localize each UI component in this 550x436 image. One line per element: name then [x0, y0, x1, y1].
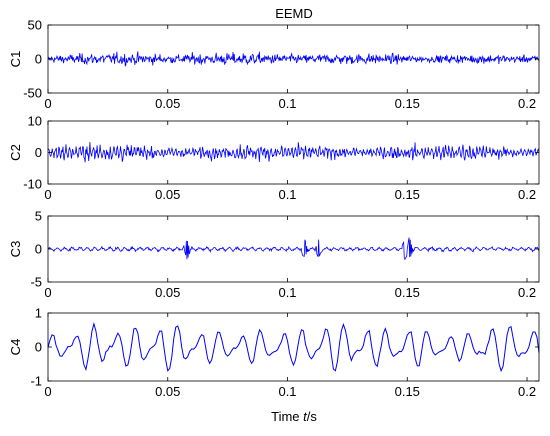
- series-line-c1: [47, 51, 540, 67]
- x-axis-label-variable: t: [303, 409, 308, 424]
- y-axis-label: C4: [8, 339, 23, 356]
- axes-box-c4: [47, 312, 540, 382]
- x-tick-label: 0.1: [278, 285, 296, 300]
- figure-title: EEMD: [275, 6, 313, 21]
- x-tick-label: 0.1: [278, 187, 296, 202]
- series-line-c2: [47, 142, 540, 163]
- x-tick-label: 0.15: [395, 384, 420, 399]
- x-tick-label: 0.2: [518, 384, 536, 399]
- x-tick-label: 0.1: [278, 384, 296, 399]
- y-axis-label: C1: [8, 51, 23, 68]
- x-tick-label: 0.05: [155, 96, 180, 111]
- y-tick-label: -5: [30, 275, 42, 290]
- x-tick-label: 0.2: [518, 96, 536, 111]
- series-line-c3: [47, 237, 540, 261]
- x-tick-label: 0.05: [155, 285, 180, 300]
- y-tick-label: 1: [35, 306, 42, 321]
- y-tick-label: -10: [23, 177, 42, 192]
- x-axis-label-suffix: /s: [307, 409, 318, 424]
- y-axis-label: C2: [8, 144, 23, 161]
- series-line-c4: [47, 321, 540, 373]
- x-tick-label: 0.15: [395, 96, 420, 111]
- x-axis-label: Time t/s: [271, 409, 317, 424]
- x-tick-label: 0.05: [155, 384, 180, 399]
- y-tick-label: 0: [35, 242, 42, 257]
- y-tick-label: 10: [28, 114, 42, 129]
- x-tick-label: 0: [44, 384, 51, 399]
- x-tick-label: 0: [44, 96, 51, 111]
- x-axis-label-prefix: Time: [271, 409, 303, 424]
- x-tick-label: 0.05: [155, 187, 180, 202]
- y-tick-label: 5: [35, 209, 42, 224]
- x-tick-label: 0.1: [278, 96, 296, 111]
- y-tick-label: -1: [30, 374, 42, 389]
- x-tick-label: 0.15: [395, 285, 420, 300]
- x-tick-label: 0.2: [518, 285, 536, 300]
- x-tick-label: 0.15: [395, 187, 420, 202]
- y-tick-label: 0: [35, 52, 42, 67]
- y-tick-label: 0: [35, 340, 42, 355]
- x-tick-label: 0.2: [518, 187, 536, 202]
- y-axis-label: C3: [8, 241, 23, 258]
- x-tick-label: 0: [44, 187, 51, 202]
- axes-box-c3: [47, 215, 540, 283]
- y-tick-label: -50: [23, 86, 42, 101]
- y-tick-label: 0: [35, 145, 42, 160]
- x-tick-label: 0: [44, 285, 51, 300]
- y-tick-label: 50: [28, 18, 42, 33]
